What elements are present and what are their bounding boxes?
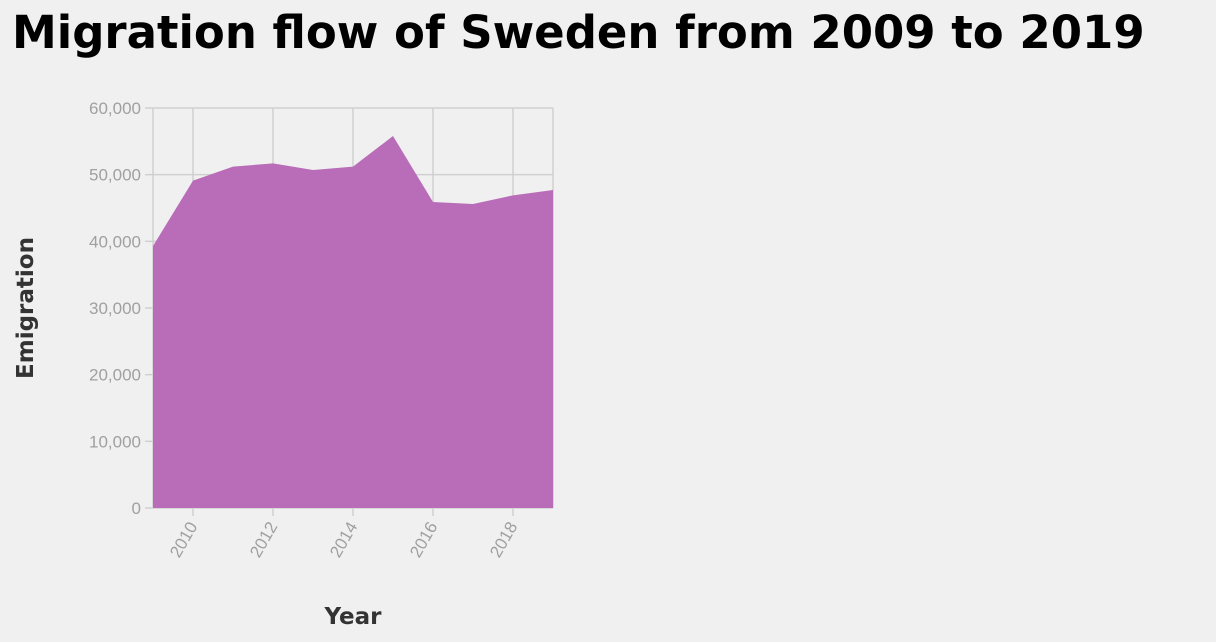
x-axis-title: Year (323, 604, 382, 630)
x-tick-label: 2012 (246, 519, 281, 561)
y-tick-label: 20,000 (89, 366, 141, 385)
y-axis-title: Emigration (13, 237, 39, 379)
y-tick-label: 0 (132, 499, 141, 518)
emigration-area (153, 136, 553, 508)
y-tick-label: 50,000 (89, 166, 141, 185)
x-tick-label: 2018 (486, 519, 521, 561)
y-tick-label: 40,000 (89, 232, 141, 251)
y-tick-labels: 0 10,000 20,000 30,000 40,000 50,000 60,000 (89, 99, 141, 518)
axis-ticks (145, 107, 514, 516)
x-tick-label: 2014 (326, 519, 361, 561)
y-tick-label: 10,000 (89, 432, 141, 451)
x-tick-label: 2010 (166, 519, 201, 561)
y-tick-label: 60,000 (89, 99, 141, 118)
chart-title: Migration flow of Sweden from 2009 to 20… (12, 6, 1145, 59)
y-tick-label: 30,000 (89, 299, 141, 318)
x-tick-labels: 2010 2012 2014 2016 2018 (166, 519, 521, 561)
area-series (153, 136, 553, 508)
x-tick-label: 2016 (406, 519, 441, 561)
